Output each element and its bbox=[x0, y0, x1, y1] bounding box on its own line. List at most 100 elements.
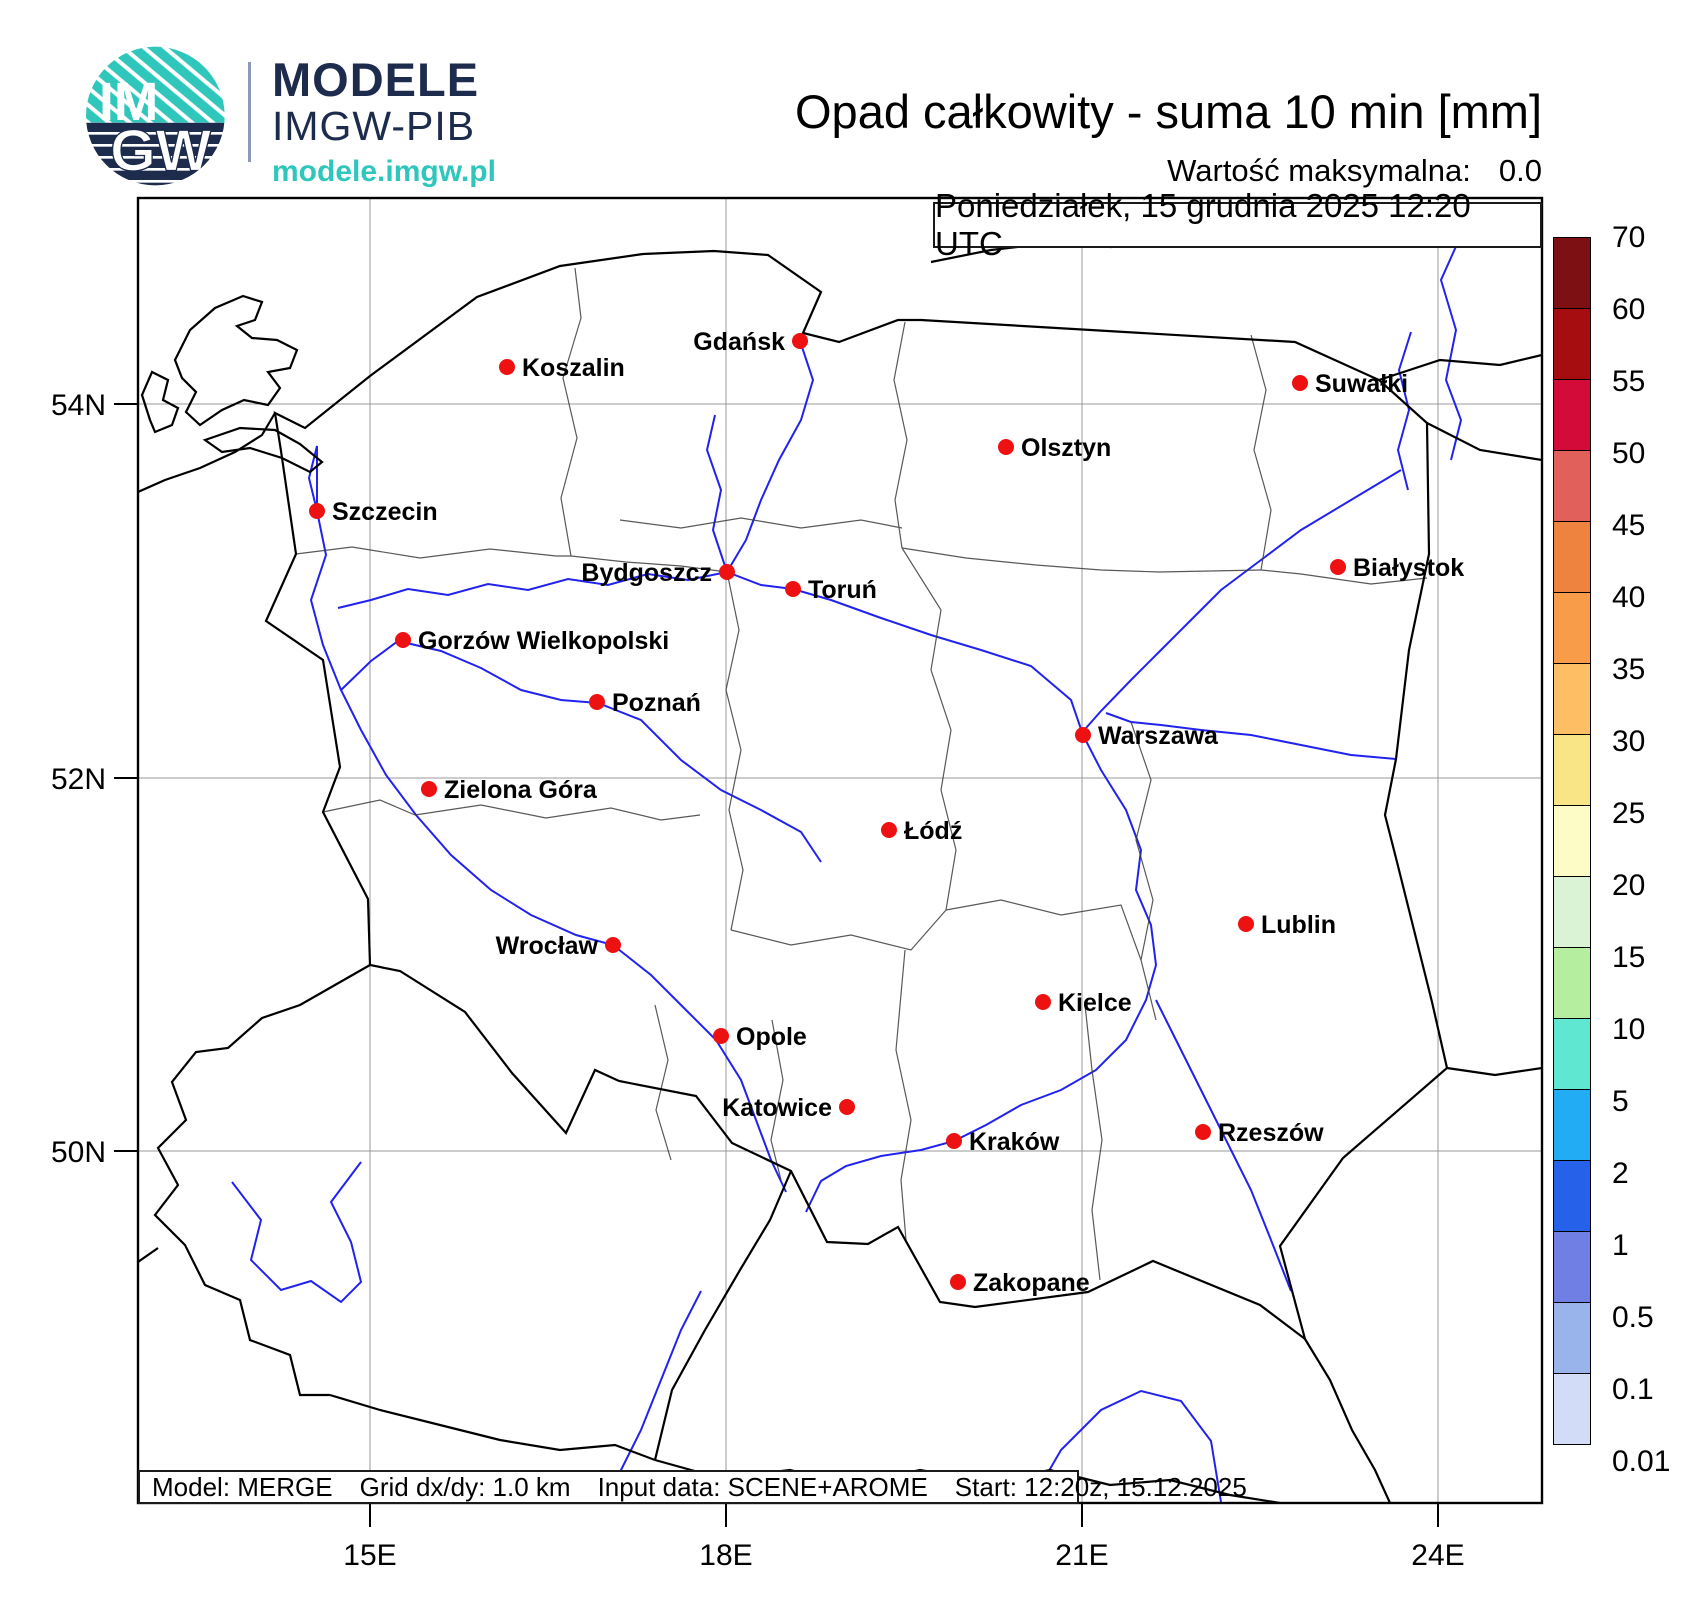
border-left-edge bbox=[138, 1247, 159, 1263]
city-marker-Lublin: Lublin bbox=[1238, 911, 1336, 939]
colorbar-segment-2-5 bbox=[1553, 1089, 1591, 1161]
city-marker-Białystok: Białystok bbox=[1330, 554, 1464, 582]
city-marker-Szczecin: Szczecin bbox=[309, 498, 438, 526]
city-label: Bydgoszcz bbox=[581, 559, 712, 587]
city-marker-Rzeszów: Rzeszów bbox=[1195, 1119, 1324, 1147]
brand-product-name: MODELE bbox=[272, 53, 480, 106]
river-neman bbox=[1439, 232, 1463, 461]
colorbar-segment-50-55 bbox=[1553, 379, 1591, 451]
city-marker-Kraków: Kraków bbox=[946, 1128, 1060, 1156]
city-dot bbox=[1195, 1124, 1211, 1140]
border-germany-czech bbox=[153, 964, 371, 1397]
city-dot bbox=[881, 822, 897, 838]
city-marker-Bydgoszcz: Bydgoszcz bbox=[581, 559, 735, 587]
city-marker-Suwałki: Suwałki bbox=[1292, 370, 1408, 398]
colorbar-label-0.5: 0.5 bbox=[1612, 1301, 1654, 1334]
city-dot bbox=[589, 694, 605, 710]
river-notec bbox=[337, 571, 728, 609]
city-label: Łódź bbox=[904, 817, 962, 845]
city-label: Rzeszów bbox=[1218, 1119, 1324, 1147]
colorbar-label-35: 35 bbox=[1612, 653, 1646, 686]
city-label: Zielona Góra bbox=[444, 776, 598, 804]
city-dot bbox=[719, 564, 735, 580]
colorbar-segment-60-70 bbox=[1553, 237, 1591, 309]
border-belarus-ukraine bbox=[1446, 1066, 1542, 1077]
city-dot bbox=[713, 1028, 729, 1044]
colorbar-label-45: 45 bbox=[1612, 509, 1646, 542]
grid-resolution: Grid dx/dy: 1.0 km bbox=[359, 1471, 571, 1502]
imgw-logo-icon: IM GW bbox=[86, 46, 225, 186]
colorbar-label-40: 40 bbox=[1612, 581, 1646, 614]
city-dot bbox=[1330, 559, 1346, 575]
city-dot bbox=[395, 632, 411, 648]
imgw-logo-block: IM GW bbox=[78, 40, 638, 190]
colorbar-segment-20-25 bbox=[1553, 805, 1591, 877]
river-czech bbox=[231, 1161, 363, 1304]
city-marker-Koszalin: Koszalin bbox=[499, 354, 625, 382]
city-dot bbox=[1238, 916, 1254, 932]
city-marker-Kielce: Kielce bbox=[1035, 989, 1132, 1017]
colorbar-segment-15-20 bbox=[1553, 876, 1591, 948]
city-label: Gdańsk bbox=[693, 328, 785, 356]
city-marker-Warszawa: Warszawa bbox=[1075, 722, 1219, 750]
datetime-label: Poniedziałek, 15 grudnia 2025 12:20 UTC bbox=[935, 187, 1471, 262]
precipitation-colorbar bbox=[1553, 237, 1591, 1445]
city-dot bbox=[1292, 375, 1308, 391]
river-brda bbox=[705, 414, 728, 573]
input-data: Input data: SCENE+AROME bbox=[597, 1471, 928, 1502]
brand-website-link[interactable]: modele.imgw.pl bbox=[272, 155, 496, 188]
city-marker-Łódź: Łódź bbox=[881, 817, 962, 845]
city-marker-Gdańsk: Gdańsk bbox=[693, 328, 808, 356]
x-tick-label-18E: 18E bbox=[699, 1539, 752, 1572]
river-vistula bbox=[725, 340, 1158, 1213]
colorbar-label-1: 1 bbox=[1612, 1229, 1629, 1262]
river-bug bbox=[1105, 712, 1397, 760]
city-label: Toruń bbox=[808, 576, 877, 604]
city-dot bbox=[792, 333, 808, 349]
city-marker-Olsztyn: Olsztyn bbox=[998, 434, 1111, 462]
city-label: Kraków bbox=[969, 1128, 1060, 1156]
colorbar-segment-45-50 bbox=[1553, 450, 1591, 522]
city-label: Suwałki bbox=[1315, 370, 1408, 398]
city-label: Kielce bbox=[1058, 989, 1132, 1017]
border-slovak-ukraine bbox=[1304, 1338, 1392, 1503]
colorbar-segment-55-60 bbox=[1553, 308, 1591, 380]
x-tick-label-21E: 21E bbox=[1055, 1539, 1108, 1572]
river-narew bbox=[1085, 469, 1402, 729]
datetime-box: Poniedziałek, 15 grudnia 2025 12:20 UTC bbox=[933, 187, 1542, 262]
page-title: Opad całkowity - suma 10 min [mm] bbox=[795, 85, 1542, 138]
colorbar-segment-35-40 bbox=[1553, 592, 1591, 664]
colorbar-label-2: 2 bbox=[1612, 1157, 1629, 1190]
colorbar-segment-0.1-0.5 bbox=[1553, 1302, 1591, 1374]
city-label: Białystok bbox=[1353, 554, 1464, 582]
city-dot bbox=[785, 581, 801, 597]
colorbar-label-55: 55 bbox=[1612, 365, 1646, 398]
colorbar-label-70: 70 bbox=[1612, 221, 1646, 254]
model-info-box: Model: MERGE Grid dx/dy: 1.0 km Input da… bbox=[138, 1470, 1247, 1504]
colorbar-segment-40-45 bbox=[1553, 521, 1591, 593]
city-label: Olsztyn bbox=[1021, 434, 1111, 462]
city-markers-layer: Szczecin Koszalin Gdańsk Suwałki Olsztyn Biał… bbox=[309, 328, 1464, 1297]
city-dot bbox=[950, 1274, 966, 1290]
colorbar-label-60: 60 bbox=[1612, 293, 1646, 326]
river-oder bbox=[307, 445, 787, 1193]
city-dot bbox=[1035, 994, 1051, 1010]
max-value-label: Wartość maksymalna: bbox=[1167, 153, 1471, 188]
city-dot bbox=[421, 781, 437, 797]
y-tick-label-52N: 52N bbox=[51, 763, 106, 796]
island-small bbox=[140, 370, 180, 434]
colorbar-segment-0.5-1 bbox=[1553, 1231, 1591, 1303]
city-label: Opole bbox=[736, 1023, 807, 1051]
city-dot bbox=[499, 359, 515, 375]
river-southeast bbox=[1030, 1389, 1222, 1503]
colorbar-label-20: 20 bbox=[1612, 869, 1646, 902]
city-label: Poznań bbox=[612, 689, 701, 717]
river-northeast bbox=[1396, 331, 1412, 491]
colorbar-segment-1-2 bbox=[1553, 1160, 1591, 1232]
colorbar-segment-25-30 bbox=[1553, 734, 1591, 806]
border-czech-austria bbox=[329, 1393, 656, 1462]
brand-text-block: MODELE IMGW-PIB modele.imgw.pl bbox=[272, 56, 496, 187]
border-czech-slovak bbox=[653, 1170, 793, 1461]
city-marker-Zielona Góra: Zielona Góra bbox=[421, 776, 598, 804]
